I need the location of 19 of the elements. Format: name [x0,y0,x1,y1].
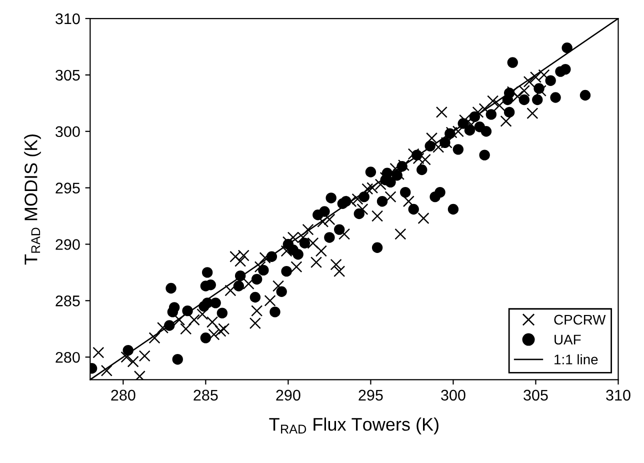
y-tick-label: 300 [56,126,80,138]
y-tick-label: 285 [56,296,80,306]
legend-label: 1:1 line [554,354,598,364]
x-tick-label: 310 [606,390,630,401]
x-tick-label: 305 [524,390,548,401]
y-tick-label: 305 [56,70,80,81]
y-tick-label: 290 [56,239,80,250]
x-tick-label: 300 [441,390,466,401]
x-tick-label: 290 [276,390,300,401]
x-axis-title: T$_{RAD}$ Flux Towers (K) [269,418,438,434]
x-tick-label: 295 [358,390,383,401]
legend-label: CPCRW [554,314,606,325]
x-tick-label: 285 [194,390,218,401]
x-tick-label: 280 [111,390,136,401]
y-axis-title: T$_{RAD}$ MODIS (K) [24,134,41,265]
y-tick-label: 310 [56,13,80,24]
legend-label: UAF [554,334,581,345]
y-tick-label: 295 [56,182,80,194]
y-tick-label: 280 [56,352,80,363]
